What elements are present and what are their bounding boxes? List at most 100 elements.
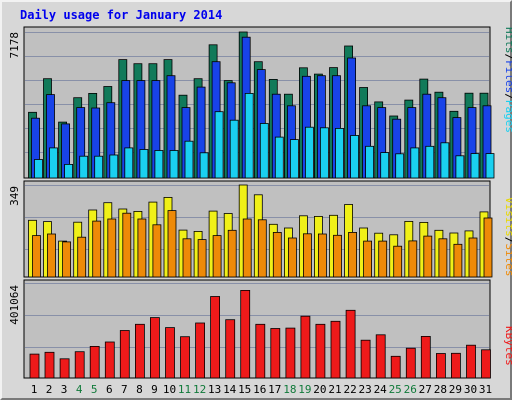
bar-pages-day-15 [244, 93, 254, 179]
day-label-16: 16 [253, 383, 266, 396]
bar-pages-day-10 [169, 150, 179, 179]
bar-sites-day-13 [212, 235, 222, 278]
bar-sites-day-16 [257, 219, 267, 278]
bar-sites-day-24 [378, 240, 388, 278]
bar-pages-day-11 [184, 140, 194, 179]
legend-item-hits: Hits [503, 27, 512, 54]
bar-kbytes-day-8 [134, 323, 145, 379]
max-label-mid: 349 [8, 186, 21, 206]
bar-kbytes-day-1 [29, 353, 40, 379]
bar-kbytes-day-10 [165, 327, 175, 379]
legend-top: Hits/Files/Pages [503, 27, 512, 133]
bar-pages-day-24 [380, 152, 390, 179]
bar-pages-day-31 [485, 153, 495, 179]
bar-sites-day-18 [287, 237, 297, 278]
bar-pages-day-7 [124, 147, 134, 179]
bar-kbytes-day-18 [285, 327, 296, 379]
legend-item-visits: Visits [503, 197, 512, 237]
bar-kbytes-day-29 [450, 352, 461, 379]
bar-pages-day-8 [139, 149, 149, 179]
bar-sites-day-25 [393, 245, 403, 278]
bar-kbytes-day-12 [195, 322, 206, 379]
day-label-24: 24 [374, 383, 388, 396]
day-label-11: 11 [178, 383, 191, 396]
day-label-8: 8 [136, 383, 143, 396]
bar-pages-day-3 [64, 163, 73, 179]
bar-sites-day-26 [408, 240, 418, 278]
bar-pages-day-18 [289, 139, 299, 179]
bar-sites-day-9 [152, 224, 162, 278]
day-label-22: 22 [343, 383, 356, 396]
bar-sites-day-14 [227, 229, 237, 278]
day-label-6: 6 [106, 383, 113, 396]
bar-pages-day-26 [410, 147, 420, 179]
chart-title: Daily usage for January 2014 [20, 8, 222, 22]
day-label-26: 26 [404, 383, 417, 396]
bar-kbytes-day-6 [104, 341, 115, 379]
bar-sites-day-5 [92, 220, 102, 278]
bar-sites-day-19 [302, 233, 312, 278]
day-label-20: 20 [313, 383, 326, 396]
bar-sites-day-12 [197, 239, 207, 278]
bar-pages-day-30 [470, 153, 480, 179]
bar-kbytes-day-24 [375, 334, 386, 379]
bar-sites-day-29 [453, 243, 463, 278]
bar-kbytes-day-15 [240, 289, 251, 379]
bar-sites-day-11 [182, 238, 192, 278]
bar-sites-day-31 [483, 217, 493, 278]
bar-kbytes-day-16 [255, 323, 266, 379]
bar-sites-day-15 [242, 218, 252, 278]
bar-kbytes-day-11 [180, 336, 190, 379]
bar-kbytes-day-9 [149, 317, 160, 379]
legend-item-sites: Sites [503, 243, 512, 276]
bar-pages-day-9 [154, 150, 164, 179]
bar-kbytes-day-14 [225, 319, 236, 379]
bar-kbytes-day-30 [466, 344, 476, 379]
bar-sites-day-17 [272, 231, 282, 278]
bar-pages-day-21 [335, 127, 344, 179]
max-label-top: 7178 [8, 32, 21, 59]
day-label-13: 13 [208, 383, 221, 396]
bar-sites-day-7 [122, 212, 132, 278]
bar-pages-day-20 [319, 127, 329, 179]
day-label-25: 25 [389, 383, 402, 396]
bar-pages-day-27 [425, 145, 435, 179]
day-label-4: 4 [76, 383, 83, 396]
panel-mid: 349 [8, 180, 493, 278]
bar-kbytes-day-7 [119, 330, 130, 379]
bar-pages-day-2 [49, 147, 58, 179]
legend-item-files: Files [503, 60, 512, 93]
day-label-18: 18 [283, 383, 296, 396]
day-label-3: 3 [61, 383, 68, 396]
bar-pages-day-1 [34, 159, 43, 179]
day-label-1: 1 [31, 383, 38, 396]
legend-separator: / [503, 93, 512, 100]
panel-top: 7178 [8, 26, 495, 179]
legend-bot: KBytes [503, 326, 512, 366]
bar-pages-day-16 [259, 123, 269, 179]
day-label-14: 14 [223, 383, 237, 396]
legend-item-pages: Pages [503, 100, 512, 133]
bar-kbytes-day-25 [390, 355, 401, 379]
legend-mid: Visits/Sites [503, 197, 512, 277]
bar-sites-day-6 [107, 218, 117, 278]
day-label-31: 31 [479, 383, 492, 396]
day-label-2: 2 [46, 383, 53, 396]
day-label-28: 28 [434, 383, 447, 396]
bar-kbytes-day-5 [89, 345, 100, 379]
bar-kbytes-day-19 [300, 315, 311, 379]
bar-pages-day-28 [440, 142, 450, 179]
bar-kbytes-day-3 [59, 358, 70, 379]
bar-kbytes-day-22 [345, 309, 356, 379]
bar-pages-day-23 [365, 145, 375, 179]
day-label-27: 27 [419, 383, 432, 396]
legend-separator: / [503, 237, 512, 244]
bar-sites-day-20 [317, 233, 327, 278]
bar-pages-day-14 [229, 119, 239, 179]
bar-pages-day-17 [274, 136, 284, 179]
bar-sites-day-30 [468, 237, 478, 278]
bar-kbytes-day-28 [435, 353, 446, 379]
day-label-23: 23 [358, 383, 371, 396]
bar-sites-day-4 [77, 236, 87, 278]
day-label-7: 7 [121, 383, 128, 396]
